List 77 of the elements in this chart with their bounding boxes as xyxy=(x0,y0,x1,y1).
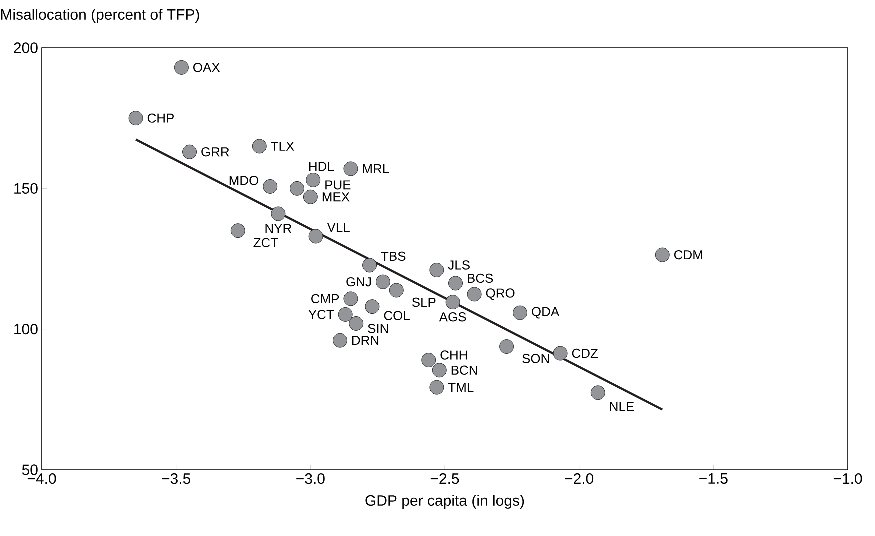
point xyxy=(422,353,436,368)
point xyxy=(128,111,144,126)
x-tick-label: −3.5 xyxy=(162,474,191,484)
point xyxy=(655,248,670,262)
annotation: NYR xyxy=(266,224,292,234)
annotation: VLL xyxy=(327,223,350,232)
annotation: TBS xyxy=(381,252,406,262)
y-axis-title: Misallocation (percent of TFP) xyxy=(1,9,200,23)
x-tick-label: −2.5 xyxy=(430,474,460,484)
x-tick-label: −1.5 xyxy=(700,474,728,484)
point xyxy=(306,173,321,188)
annotation: AGS xyxy=(439,312,466,322)
x-tick-label: −2.0 xyxy=(565,474,594,484)
point xyxy=(365,300,380,314)
point xyxy=(263,179,278,194)
annotation: MEX xyxy=(322,192,350,202)
point xyxy=(252,139,267,154)
x-axis-title: GDP per capita (in logs) xyxy=(366,495,524,509)
annotation: MDO xyxy=(230,176,259,186)
point xyxy=(376,274,390,290)
annotation: CMP xyxy=(312,294,340,304)
annotation: COL xyxy=(384,311,410,320)
annotation: BCN xyxy=(452,366,478,376)
annotation: ZCT xyxy=(254,238,278,248)
point xyxy=(182,144,197,160)
x-tick-label: −3.0 xyxy=(296,474,325,484)
point xyxy=(308,229,324,244)
annotation: SLP xyxy=(412,298,436,308)
annotation: MRL xyxy=(363,164,390,174)
annotation: YCT xyxy=(308,310,334,320)
point xyxy=(344,292,358,306)
point xyxy=(344,162,358,176)
annotation: QDA xyxy=(532,307,560,319)
annotation: HDL xyxy=(310,162,334,172)
annotation: CHP xyxy=(148,114,174,123)
point xyxy=(500,340,514,354)
point xyxy=(174,60,189,75)
annotation: BCS xyxy=(468,274,494,284)
x-tick-label: −4.0 xyxy=(28,474,56,484)
annotation: OAX xyxy=(194,63,220,72)
x-tick-label: −1.0 xyxy=(834,474,862,484)
point xyxy=(333,333,348,348)
annotation: TLX xyxy=(271,142,294,151)
annotation: SON xyxy=(522,354,550,364)
point xyxy=(513,306,528,320)
annotation: TML xyxy=(448,383,474,392)
annotation: QRO xyxy=(486,288,515,300)
point xyxy=(446,295,460,310)
point xyxy=(467,287,482,302)
y-tick-label: 150 xyxy=(14,183,38,194)
point xyxy=(389,283,404,298)
point xyxy=(430,380,444,395)
point xyxy=(230,224,246,238)
y-tick-label: 200 xyxy=(14,42,38,54)
point xyxy=(553,346,568,361)
annotation: PUE xyxy=(326,180,351,190)
point xyxy=(303,190,318,204)
annotation: JLS xyxy=(448,260,470,270)
annotation: GRR xyxy=(202,147,230,157)
point xyxy=(432,363,447,378)
point xyxy=(590,386,606,400)
point xyxy=(338,308,353,322)
y-tick-label: 100 xyxy=(14,324,38,335)
annotation: SIN xyxy=(368,324,388,334)
point xyxy=(271,206,286,222)
y-tick-label: 50 xyxy=(22,464,38,476)
annotation: CDZ xyxy=(572,348,598,358)
annotation: NLE xyxy=(610,402,634,412)
point xyxy=(362,258,377,273)
point xyxy=(349,316,364,331)
annotation: GNJ xyxy=(346,277,372,287)
annotation: DRN xyxy=(352,336,379,346)
annotation: CHH xyxy=(440,350,468,360)
point xyxy=(430,263,444,278)
annotation: CDM xyxy=(674,250,702,260)
point xyxy=(290,181,304,196)
point xyxy=(448,276,463,291)
